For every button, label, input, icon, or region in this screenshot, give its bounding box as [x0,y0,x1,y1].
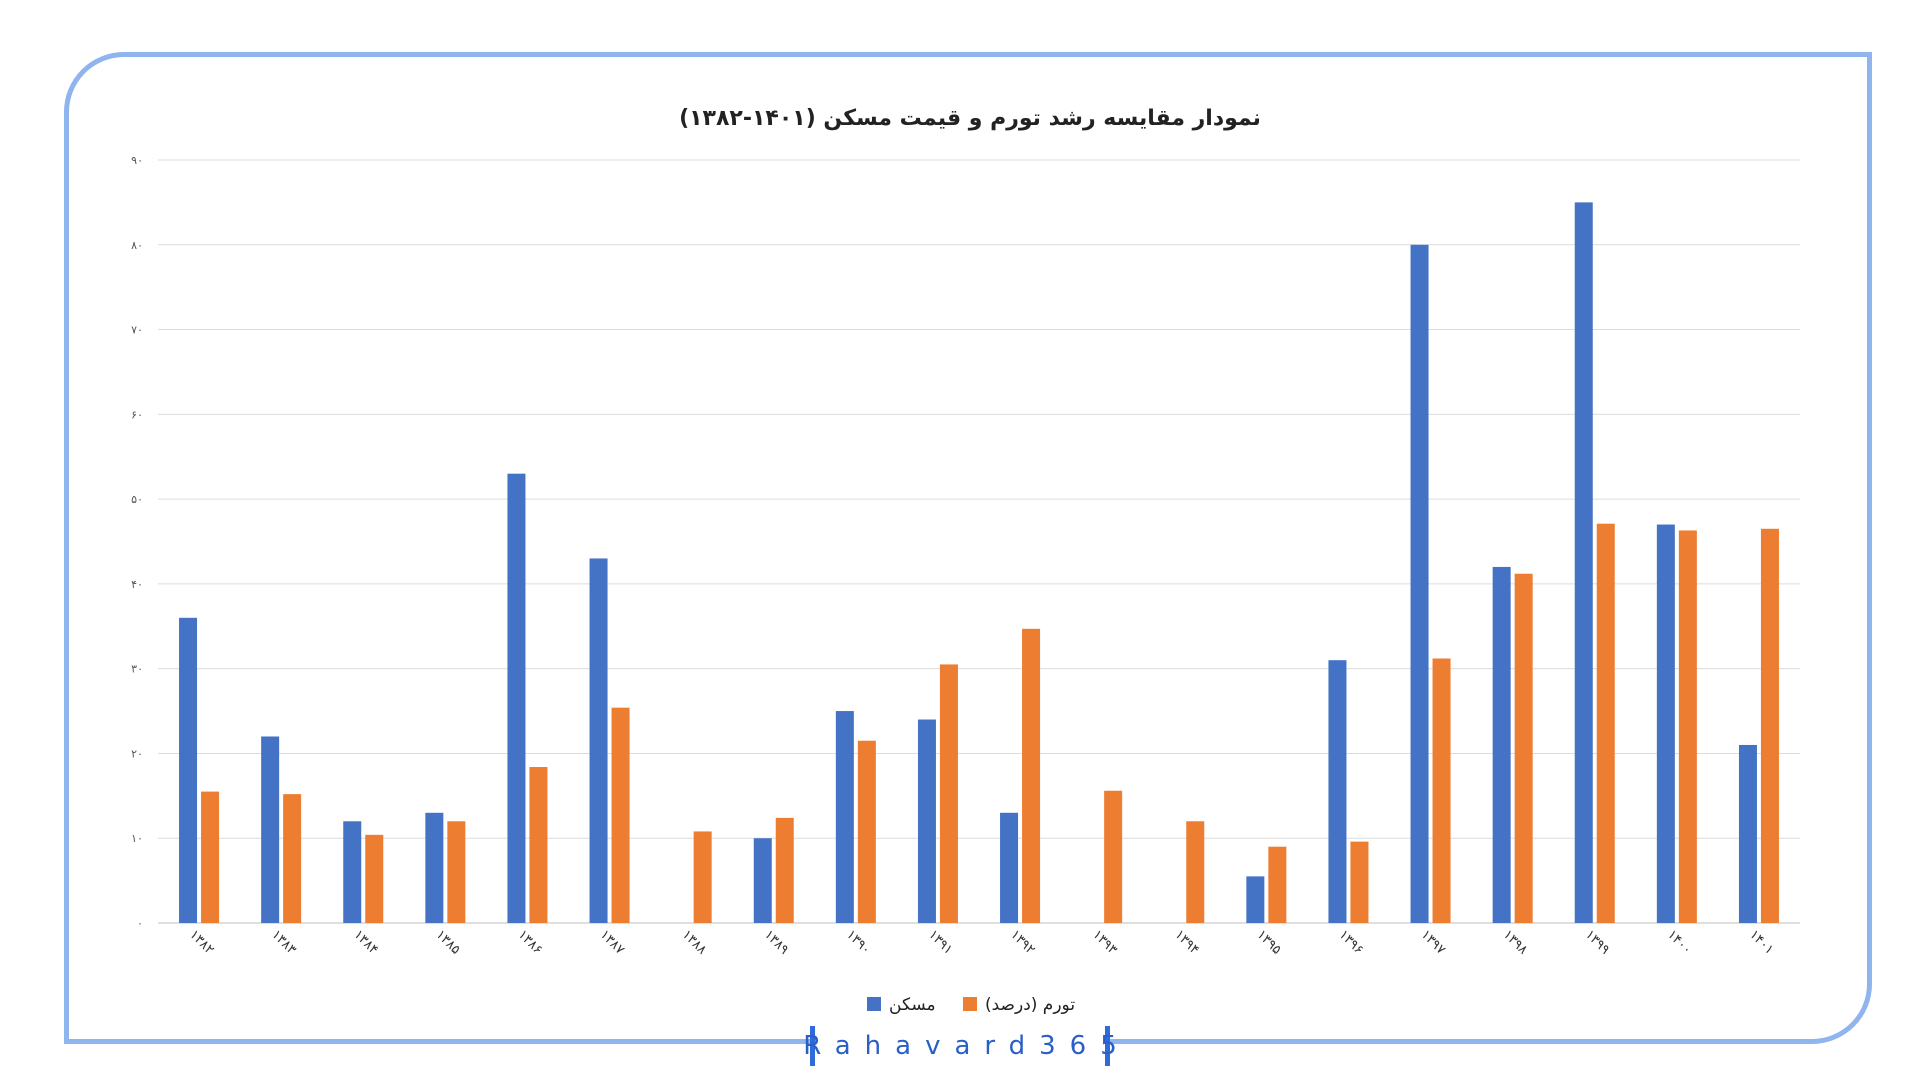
y-tick-label: ۳۰ [131,663,143,676]
x-tick-label: ۱۴۰۰ [1664,927,1694,957]
bar-inflation [611,707,630,923]
bar-housing [753,838,772,923]
y-tick-label: ۹۰ [131,154,143,167]
chart-title: نمودار مقایسه رشد تورم و قیمت مسکن (۱۴۰۱… [679,106,1261,131]
bar-inflation [1022,628,1041,923]
x-tick-label: ۱۳۹۷ [1418,927,1448,957]
bar-inflation [939,664,958,923]
x-tick-label: ۱۳۸۴ [351,927,381,957]
legend-swatch-inflation [963,997,977,1011]
bar-housing [343,821,362,923]
bar-housing [589,558,608,923]
bar-inflation [1350,841,1369,923]
bar-inflation [365,834,384,923]
bars [179,202,1779,923]
bar-inflation [775,817,794,923]
x-tick-label: ۱۳۹۳ [1089,927,1119,957]
bar-inflation [283,794,302,923]
x-tick-label: ۱۳۹۹ [1582,927,1612,957]
bar-housing [261,736,280,923]
bar-inflation [1514,573,1533,923]
bar-housing [1410,244,1429,923]
bar-housing [1492,566,1511,923]
x-tick-label: ۱۳۸۸ [679,927,709,957]
bar-housing [835,711,854,923]
x-tick-label: ۱۳۸۳ [268,927,298,957]
x-tick-label: ۱۳۹۵ [1254,927,1284,957]
x-tick-label: ۱۳۹۰ [843,927,873,957]
legend-swatch-housing [867,997,881,1011]
bar-inflation [1104,790,1123,923]
bar-inflation [447,821,466,923]
y-tick-label: ۰ [137,917,143,930]
bar-housing [1000,812,1019,923]
bar-inflation [1596,523,1615,923]
x-tick-label: ۱۴۰۱ [1746,927,1776,957]
y-tick-label: ۸۰ [131,239,143,252]
bar-housing [1328,660,1347,923]
bar-inflation [693,831,712,923]
grid [158,159,1800,924]
x-tick-label: ۱۳۸۷ [597,927,627,957]
bar-inflation [1186,821,1205,923]
x-tick-label: ۱۳۹۴ [1172,927,1202,957]
y-tick-label: ۷۰ [131,324,143,337]
x-axis: ۱۳۸۲ ۱۳۸۳ ۱۳۸۴ ۱۳۸۵ ۱۳۸۶ ۱۳۸۷ ۱۳۸۸ ۱۳۸۹ ۱۳۹۰ ۱۳۹۱… [186,927,1776,957]
legend-label-inflation: تورم (درصد) [985,995,1075,1015]
bar-housing [1574,202,1593,923]
legend-label-housing: مسکن [889,995,936,1015]
brand-watermark: Rahavard365 [803,1026,1117,1066]
bar-inflation [1760,528,1779,923]
bar-inflation [201,791,220,923]
bar-inflation [529,767,548,923]
x-tick-label: ۱۳۹۶ [1336,927,1366,957]
x-tick-label: ۱۳۸۶ [515,927,545,957]
bar-inflation [857,740,876,923]
x-tick-label: ۱۳۸۵ [433,927,463,957]
bar-housing [507,473,526,923]
bar-inflation [1268,846,1287,923]
y-axis: ۰ ۱۰ ۲۰ ۳۰ ۴۰ ۵۰ ۶۰ ۷۰ ۸۰ ۹۰ [131,154,143,930]
y-tick-label: ۴۰ [131,578,143,591]
x-tick-label: ۱۳۹۱ [925,927,955,957]
bar-housing [179,617,198,923]
y-tick-label: ۶۰ [131,408,143,421]
bar-housing [425,812,444,923]
y-tick-label: ۱۰ [131,832,143,845]
bar-inflation [1678,530,1697,923]
x-tick-label: ۱۳۹۲ [1007,927,1037,957]
x-tick-label: ۱۳۸۹ [761,927,791,957]
legend: مسکن تورم (درصد) [867,995,1075,1015]
bar-housing [1656,524,1675,923]
bar-inflation [1432,658,1451,923]
bar-housing [1738,744,1757,923]
y-tick-label: ۲۰ [131,747,143,760]
x-tick-label: ۱۳۹۸ [1500,927,1530,957]
y-tick-label: ۵۰ [131,493,143,506]
x-tick-label: ۱۳۸۲ [186,927,216,957]
bar-housing [917,719,936,923]
bar-housing [1246,876,1265,923]
